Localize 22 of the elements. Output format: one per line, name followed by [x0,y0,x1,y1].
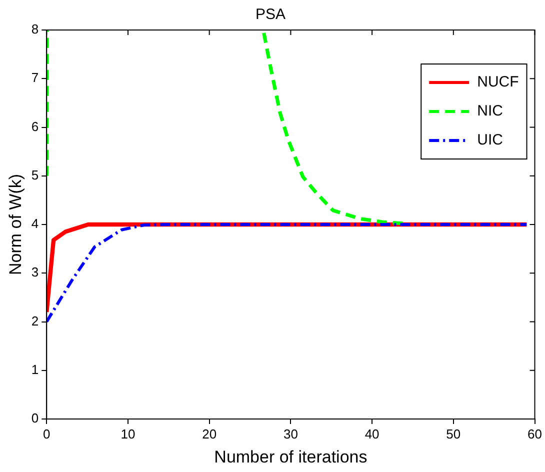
y-tick-label: 6 [31,118,39,134]
x-tick-label: 30 [283,426,298,442]
y-tick-label: 2 [31,313,39,328]
x-tick-label: 20 [202,426,217,442]
y-tick-label: 7 [31,70,39,86]
x-tick-label: 40 [364,426,380,442]
y-tick-label: 3 [31,264,39,280]
y-tick-label: 5 [31,167,39,182]
x-tick-label: 0 [43,426,50,442]
y-tick-label: 1 [31,362,39,377]
y-tick-label: 8 [31,22,39,37]
legend-label: UIC [477,132,504,149]
x-axis-title: Number of iterations [214,447,368,466]
x-tick-label: 50 [446,426,461,442]
legend-label: NIC [477,102,504,120]
x-tick-label: 60 [528,426,542,442]
y-tick-label: 4 [31,216,39,232]
y-tick-label: 0 [31,410,39,426]
legend-label: NUCF [477,74,519,91]
chart-title: PSA [255,6,286,24]
y-axis-title: Norm of W(k) [6,174,25,276]
x-tick-label: 10 [120,426,136,442]
